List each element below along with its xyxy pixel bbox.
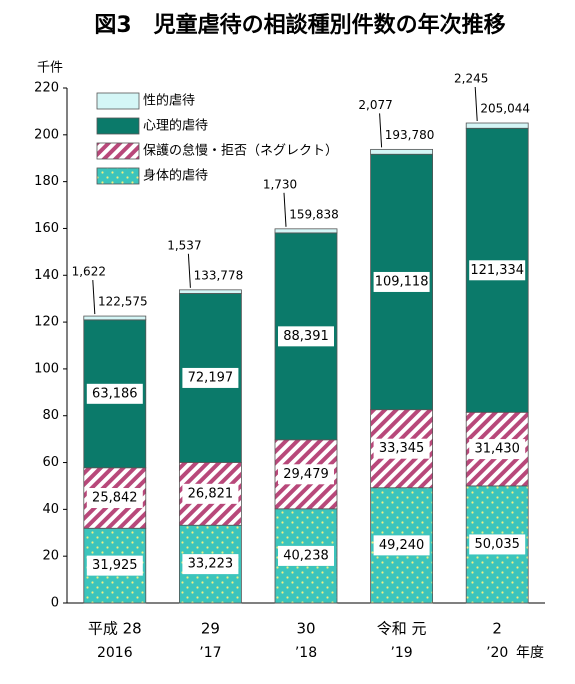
total-label: 122,575 <box>98 295 148 309</box>
x-unit: 年度 <box>516 645 544 661</box>
value-label-box <box>182 483 239 504</box>
value-label-box <box>86 383 143 404</box>
x-tick-label: 30 <box>296 620 315 638</box>
value-label: 33,345 <box>379 441 425 456</box>
value-label: 33,223 <box>188 557 234 572</box>
value-label: 25,842 <box>92 491 138 506</box>
bar-segment <box>83 315 147 321</box>
legend-swatch <box>96 167 140 185</box>
total-label: 159,838 <box>289 207 339 221</box>
total-label: 193,780 <box>385 128 435 142</box>
y-tick-label: 60 <box>42 455 59 470</box>
value-label-box <box>373 535 430 556</box>
value-label-box <box>182 367 239 388</box>
value-label-box <box>469 439 526 460</box>
value-label: 31,925 <box>92 558 138 573</box>
value-label: 2,077 <box>358 98 392 112</box>
value-label: 1,537 <box>167 238 201 252</box>
y-tick-label: 200 <box>34 127 59 142</box>
x-year-label: ’20 <box>486 645 508 661</box>
value-label-box <box>373 271 430 292</box>
value-label: 1,622 <box>72 265 106 279</box>
value-label-box <box>86 555 143 576</box>
y-unit: 千件 <box>37 61 63 76</box>
legend-label: 保護の怠慢・拒否（ネグレクト） <box>143 143 338 159</box>
value-label: 121,334 <box>470 263 524 278</box>
legend-label: 性的虐待 <box>143 93 195 109</box>
value-label: 26,821 <box>188 486 234 501</box>
value-label-box <box>469 534 526 555</box>
value-label: 40,238 <box>283 548 329 563</box>
y-tick-label: 120 <box>34 315 59 330</box>
total-label: 205,044 <box>480 102 530 116</box>
value-label: 72,197 <box>188 370 234 385</box>
x-year-label: 2016 <box>97 645 133 661</box>
x-year-label: ’19 <box>390 645 412 661</box>
value-label: 49,240 <box>379 538 425 553</box>
y-tick-label: 20 <box>42 549 59 564</box>
x-tick-label: 2 <box>492 620 502 638</box>
value-label: 63,186 <box>92 386 138 401</box>
x-tick-label: 平成 28 <box>88 620 142 638</box>
legend-label: 心理的虐待 <box>143 118 208 134</box>
value-label: 31,430 <box>474 442 520 457</box>
bar-segment <box>465 122 529 129</box>
leader-line <box>187 253 191 288</box>
legend-swatch <box>96 117 140 135</box>
x-year-label: ’18 <box>295 645 317 661</box>
y-tick-label: 80 <box>42 408 59 423</box>
y-tick-label: 140 <box>34 268 59 283</box>
value-label: 109,118 <box>375 274 429 289</box>
bar-segment <box>274 228 338 234</box>
value-label-box <box>86 488 143 509</box>
value-label: 50,035 <box>474 537 520 552</box>
y-tick-label: 0 <box>51 596 59 611</box>
x-tick-label: 29 <box>201 620 220 638</box>
value-label-box <box>373 438 430 459</box>
legend-swatch <box>96 92 140 110</box>
y-tick-label: 220 <box>34 81 59 96</box>
value-label-box <box>278 545 334 566</box>
legend-label: 身体的虐待 <box>143 168 208 184</box>
y-tick-label: 40 <box>42 502 59 517</box>
value-label: 2,245 <box>454 72 488 86</box>
bar-segment <box>178 289 242 294</box>
value-label-box <box>278 326 334 347</box>
chart-title: 図3 児童虐待の相談種別件数の年次推移 <box>94 12 505 38</box>
value-label: 88,391 <box>283 329 329 344</box>
value-label-box <box>182 554 239 575</box>
y-tick-label: 160 <box>34 221 59 236</box>
value-label: 1,730 <box>263 177 297 191</box>
value-label: 29,479 <box>283 467 329 482</box>
value-label-box <box>278 464 334 485</box>
leader-line <box>474 86 478 122</box>
legend-swatch <box>96 142 140 160</box>
leader-line <box>379 113 383 148</box>
total-label: 133,778 <box>194 268 244 282</box>
x-year-label: ’17 <box>199 645 221 661</box>
value-label-box <box>469 260 526 281</box>
y-tick-label: 180 <box>34 174 59 189</box>
leader-line <box>92 280 96 315</box>
leader-line <box>283 192 287 227</box>
bar-segment <box>370 148 434 155</box>
y-tick-label: 100 <box>34 361 59 376</box>
x-tick-label: 令和 元 <box>377 620 427 638</box>
